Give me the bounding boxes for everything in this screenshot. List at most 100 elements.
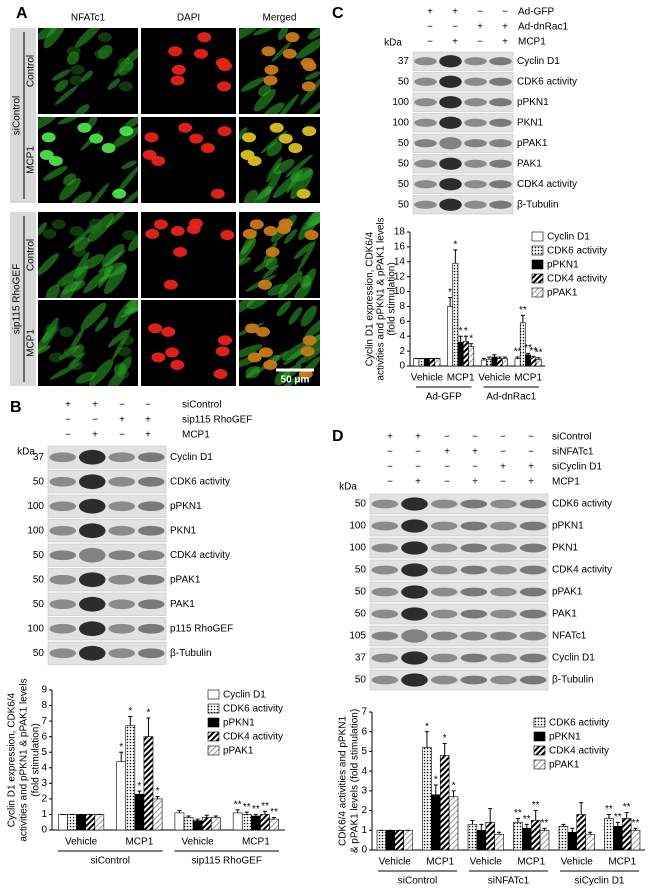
cytoplasm <box>83 253 105 270</box>
blot-band <box>460 587 488 597</box>
row-label: MCP1 <box>26 146 37 174</box>
kda-marker: 50 <box>33 476 45 487</box>
kda-marker: 37 <box>33 452 45 463</box>
column-header: Merged <box>263 13 297 24</box>
bar <box>152 798 163 831</box>
blot-band <box>414 159 437 168</box>
nucleus <box>97 32 112 43</box>
nucleus <box>48 156 63 167</box>
error-bar <box>186 815 191 818</box>
y-tick-label: 10 <box>394 286 406 297</box>
nucleus <box>242 132 257 143</box>
blot-band <box>401 651 428 665</box>
bar <box>613 826 623 851</box>
blot-band <box>489 139 512 148</box>
bar <box>76 814 86 831</box>
nucleus <box>88 218 103 229</box>
significance: * <box>464 326 468 337</box>
bar <box>530 357 537 367</box>
significance: ** <box>270 807 278 818</box>
cytoplasm <box>116 165 138 195</box>
nucleus <box>217 126 232 137</box>
group-label: siNFATc1 <box>488 876 530 887</box>
nucleus <box>263 225 278 236</box>
micrograph-content <box>148 323 233 380</box>
bar <box>530 820 541 851</box>
cytoplasm <box>87 213 115 243</box>
y-tick-label: 2 <box>41 794 47 805</box>
group-label: sip115 RhoGEF <box>12 264 23 334</box>
bar <box>183 817 194 831</box>
nucleus <box>112 188 127 199</box>
nucleus <box>70 64 85 75</box>
blot-band <box>460 565 488 575</box>
blot-strip <box>47 543 167 567</box>
blot-band <box>108 599 136 610</box>
blot-band <box>108 525 136 536</box>
blot-strip <box>412 113 514 133</box>
bar <box>514 358 521 367</box>
nucleus <box>101 143 116 154</box>
blot-band <box>490 631 517 641</box>
cytoplasm <box>84 182 110 203</box>
blot-name: CDK4 activity <box>517 179 577 190</box>
cytoplasm <box>300 305 317 327</box>
blot-band <box>460 631 488 641</box>
micrograph <box>38 212 138 298</box>
nucleus <box>218 61 233 72</box>
kda-unit: kDa <box>339 482 357 493</box>
y-tick-label: 4 <box>41 762 47 773</box>
condition-sign: − <box>387 447 393 458</box>
blot-name: pPAK1 <box>170 574 201 585</box>
cytoplasm <box>246 300 269 310</box>
blot-band <box>137 550 165 561</box>
kda-marker: 50 <box>355 499 367 510</box>
nucleus <box>302 61 317 72</box>
micrograph-content <box>145 218 235 290</box>
nucleus <box>264 64 279 75</box>
blot-band <box>78 474 106 490</box>
bar <box>413 358 420 367</box>
error-bar <box>433 784 438 795</box>
kda-marker: 50 <box>355 609 367 620</box>
blot-band <box>490 543 517 553</box>
micrograph-content <box>168 32 233 92</box>
error-bar <box>262 810 267 815</box>
blot-band <box>430 675 458 685</box>
cytoplasm <box>43 166 68 181</box>
micrograph <box>141 300 236 386</box>
bar <box>630 829 641 851</box>
significance: ** <box>523 814 531 825</box>
blot-band <box>401 673 428 687</box>
error-bar <box>606 814 611 819</box>
nucleus <box>263 75 278 86</box>
y-tick-label: 2 <box>361 805 367 816</box>
blot-band <box>490 521 517 531</box>
cytoplasm <box>75 28 103 48</box>
y-tick-label: 9 <box>41 685 47 696</box>
bar <box>94 814 105 831</box>
nucleus <box>298 369 313 380</box>
significance: * <box>452 780 456 791</box>
cytoplasm <box>107 329 128 348</box>
micrograph-content <box>38 28 138 114</box>
y-tick-label: 6 <box>361 726 367 737</box>
error-bar <box>424 731 429 748</box>
blot-strip <box>412 174 514 194</box>
cytoplasm <box>243 189 259 203</box>
cytoplasm <box>290 167 313 182</box>
bar <box>174 812 185 831</box>
legend-label: Cyclin D1 <box>223 690 266 701</box>
blot-strip <box>412 133 514 153</box>
error-bar <box>488 808 493 823</box>
kda-marker: 50 <box>398 199 410 210</box>
blot-band <box>519 521 547 531</box>
condition-name: siControl <box>182 400 221 411</box>
legend-label: pPAK1 <box>549 760 580 771</box>
blot-band <box>371 587 399 597</box>
error-bar <box>272 817 277 820</box>
blot-band <box>519 543 547 553</box>
blot-band <box>108 550 136 561</box>
micrograph-content <box>239 122 317 203</box>
y-axis-label: activities and pPKN1 & pPAK1 levels <box>376 217 387 380</box>
